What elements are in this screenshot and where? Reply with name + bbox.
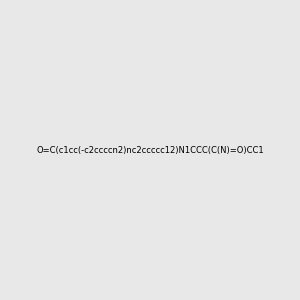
Text: O=C(c1cc(-c2ccccn2)nc2ccccc12)N1CCC(C(N)=O)CC1: O=C(c1cc(-c2ccccn2)nc2ccccc12)N1CCC(C(N)…: [36, 146, 264, 154]
